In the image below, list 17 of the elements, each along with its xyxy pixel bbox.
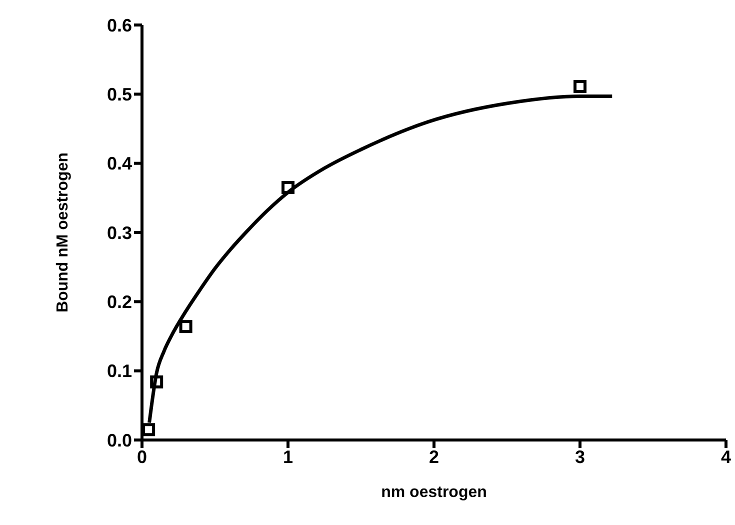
y-tick-label: 0.0 (106, 430, 132, 450)
x-tick-label: 1 (282, 446, 294, 467)
x-tick-label: 2 (428, 446, 440, 467)
x-tick-label: 4 (720, 446, 732, 467)
x-axis-title: nm oestrogen (381, 484, 487, 501)
point (142, 423, 156, 436)
point (179, 320, 192, 334)
y-tick-label: 0.3 (106, 222, 132, 243)
point (574, 80, 586, 94)
y-tick-label: 0.2 (106, 292, 132, 312)
x-tick-label: 0 (136, 446, 148, 467)
y-axis-title: Bound nM oestrogen (54, 152, 72, 312)
y-tick-label: 0.6 (106, 15, 132, 36)
y-tick-label: 0.4 (106, 154, 132, 174)
y-tick-label: 0.5 (106, 84, 132, 105)
x-tick-label: 3 (574, 446, 586, 467)
y-tick-label: 0.1 (106, 361, 132, 382)
